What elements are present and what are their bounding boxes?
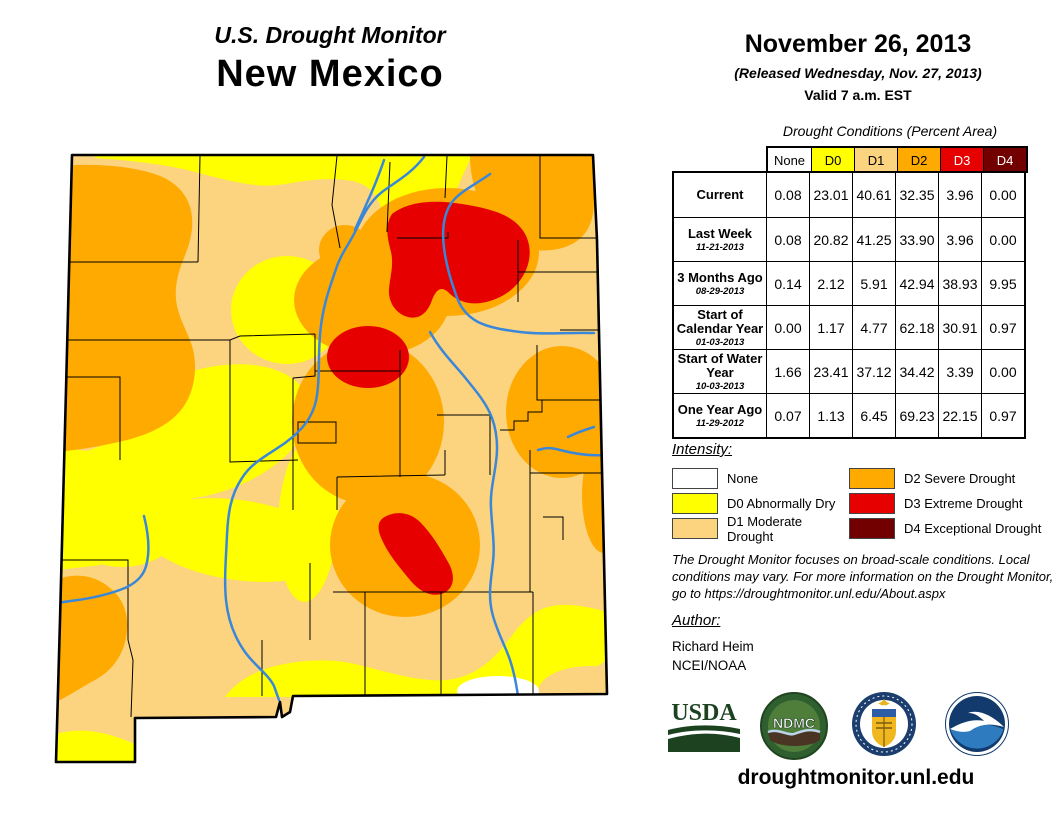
legend-title: Intensity:	[672, 441, 733, 458]
col-header-d0: D0	[811, 148, 854, 173]
legend-swatch-d0	[672, 493, 718, 514]
map-none-region	[457, 676, 539, 706]
usda-text: USDA	[671, 700, 737, 726]
new-mexico-drought-map	[54, 153, 609, 764]
legend-swatch-d1	[672, 518, 718, 539]
table-value: 37.12	[852, 349, 895, 393]
author-org: NCEI/NOAA	[672, 658, 747, 673]
legend-item-d1: D1 Moderate Drought	[672, 514, 849, 544]
author-title: Author:	[672, 612, 721, 629]
table-value: 23.01	[809, 173, 852, 217]
released-date: (Released Wednesday, Nov. 27, 2013)	[734, 65, 982, 81]
author-name: Richard Heim	[672, 639, 754, 654]
noaa-logo	[945, 692, 1009, 756]
state-boundary	[54, 153, 609, 764]
rio-chama-river	[353, 158, 386, 232]
state-title: New Mexico	[216, 53, 444, 95]
table-value: 23.41	[809, 349, 852, 393]
legend-swatch-d2	[849, 468, 895, 489]
ndmc-text: NDMC	[773, 715, 815, 731]
pecos-river	[428, 330, 520, 698]
disclaimer-text: The Drought Monitor focuses on broad-sca…	[672, 552, 1054, 601]
table-row-label: One Year Ago 11-29-2012	[674, 393, 766, 437]
canadian-river	[441, 172, 596, 335]
table-row-label: 3 Months Ago 08-29-2013	[674, 261, 766, 305]
table-value: 22.15	[938, 393, 981, 437]
table-value: 0.00	[766, 305, 809, 349]
legend-item-d4: D4 Exceptional Drought	[849, 516, 1056, 541]
map-d3-regions	[327, 201, 530, 595]
table-value: 40.61	[852, 173, 895, 217]
legend-swatch-d3	[849, 493, 895, 514]
col-header-d3: D3	[940, 148, 983, 173]
table-value: 0.00	[981, 173, 1024, 217]
se-stream-2	[536, 446, 606, 457]
col-header-d1: D1	[854, 148, 897, 173]
table-value: 42.94	[895, 261, 938, 305]
table-value: 0.14	[766, 261, 809, 305]
table-value: 0.00	[981, 217, 1024, 261]
commerce-seal-logo	[852, 692, 916, 756]
rivers	[56, 155, 606, 702]
legend-swatch-none	[672, 468, 718, 489]
legend-item-d2: D2 Severe Drought	[849, 466, 1056, 491]
table-value: 30.91	[938, 305, 981, 349]
table-value: 41.25	[852, 217, 895, 261]
legend-item-none: None	[672, 466, 849, 491]
table-row-label: Start of Calendar Year 01-03-2013	[674, 305, 766, 349]
drought-table: Current 0.08 23.01 40.61 32.35 3.96 0.00…	[672, 171, 1026, 439]
col-header-none: None	[768, 148, 811, 173]
title-block: U.S. Drought Monitor New Mexico	[40, 22, 620, 96]
table-value: 9.95	[981, 261, 1024, 305]
table-value: 34.42	[895, 349, 938, 393]
drought-table-header: None D0 D1 D2 D3 D4	[766, 146, 1028, 173]
legend-swatch-d4	[849, 518, 895, 539]
legend-item-d0: D0 Abnormally Dry	[672, 491, 849, 516]
col-header-d4: D4	[983, 148, 1026, 173]
table-value: 3.96	[938, 217, 981, 261]
table-row-label: Current	[696, 186, 744, 202]
usda-logo: USDA	[668, 700, 740, 752]
table-value: 33.90	[895, 217, 938, 261]
table-value: 4.77	[852, 305, 895, 349]
legend-item-d3: D3 Extreme Drought	[849, 491, 1056, 516]
date-block: November 26, 2013 (Released Wednesday, N…	[664, 30, 1052, 103]
table-value: 3.39	[938, 349, 981, 393]
table-value: 0.08	[766, 173, 809, 217]
table-value: 0.97	[981, 393, 1024, 437]
table-value: 32.35	[895, 173, 938, 217]
table-value: 1.13	[809, 393, 852, 437]
map-d1-se-patch	[538, 666, 607, 718]
valid-time: Valid 7 a.m. EST	[804, 87, 912, 103]
table-value: 0.08	[766, 217, 809, 261]
county-boundaries	[62, 155, 605, 718]
footer-url: droughtmonitor.unl.edu	[737, 766, 975, 789]
table-value: 38.93	[938, 261, 981, 305]
report-title: U.S. Drought Monitor	[214, 22, 446, 48]
table-row-label: Last Week 11-21-2013	[674, 217, 766, 261]
ndmc-logo: NDMC	[760, 692, 828, 760]
table-value: 0.07	[766, 393, 809, 437]
table-value: 62.18	[895, 305, 938, 349]
table-row-label: Start of Water Year 10-03-2013	[674, 349, 766, 393]
table-value: 20.82	[809, 217, 852, 261]
gila-river	[56, 514, 150, 605]
table-value: 5.91	[852, 261, 895, 305]
se-stream-1	[566, 425, 596, 439]
table-value: 3.96	[938, 173, 981, 217]
table-value: 2.12	[809, 261, 852, 305]
map-date: November 26, 2013	[744, 30, 972, 58]
table-value: 0.97	[981, 305, 1024, 349]
table-title: Drought Conditions (Percent Area)	[782, 123, 998, 139]
intensity-legend: None D2 Severe Drought D0 Abnormally Dry…	[672, 466, 1056, 544]
table-value: 69.23	[895, 393, 938, 437]
table-value: 0.00	[981, 349, 1024, 393]
table-value: 6.45	[852, 393, 895, 437]
col-header-d2: D2	[897, 148, 940, 173]
table-value: 1.66	[766, 349, 809, 393]
table-value: 1.17	[809, 305, 852, 349]
